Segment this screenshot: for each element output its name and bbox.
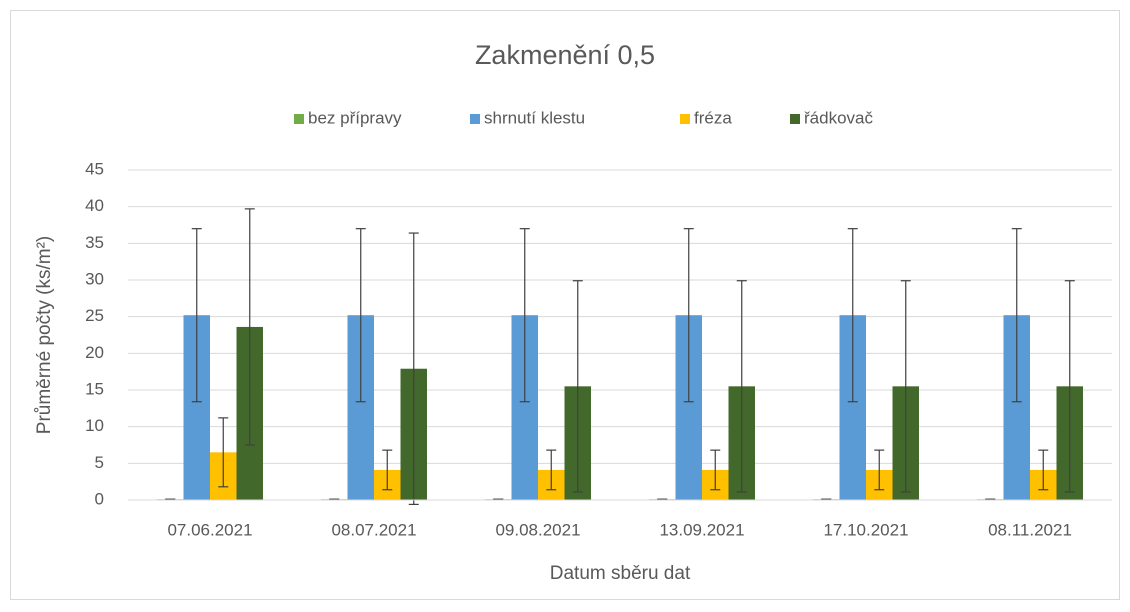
y-tick-label: 45 [85,159,104,178]
chart-title: Zakmenění 0,5 [475,40,655,70]
x-tick-label: 08.07.2021 [331,520,416,539]
x-tick-label: 08.11.2021 [988,520,1072,539]
x-tick-label: 13.09.2021 [659,520,744,539]
y-tick-label: 5 [95,453,104,472]
legend-swatch [790,114,800,124]
y-tick-label: 15 [85,379,104,398]
y-tick-label: 40 [85,196,104,215]
legend-swatch [294,114,304,124]
legend-swatch [680,114,690,124]
y-axis-label: Průměrné počty (ks/m²) [34,236,55,434]
y-tick-label: 10 [85,416,104,435]
legend-swatch [470,114,480,124]
x-tick-label: 07.06.2021 [167,520,252,539]
chart-frame [10,10,1120,600]
y-tick-label: 30 [85,269,104,288]
y-tick-label: 20 [85,343,104,362]
y-tick-label: 35 [85,233,104,252]
x-axis-label: Datum sběru dat [550,563,691,584]
legend-label: řádkovač [804,108,873,127]
x-tick-label: 17.10.2021 [823,520,908,539]
y-tick-label: 25 [85,306,104,325]
legend-label: fréza [694,108,732,127]
legend-label: shrnutí klestu [484,108,585,127]
y-tick-label: 0 [95,489,104,508]
legend-label: bez přípravy [308,108,402,127]
x-tick-label: 09.08.2021 [495,520,580,539]
